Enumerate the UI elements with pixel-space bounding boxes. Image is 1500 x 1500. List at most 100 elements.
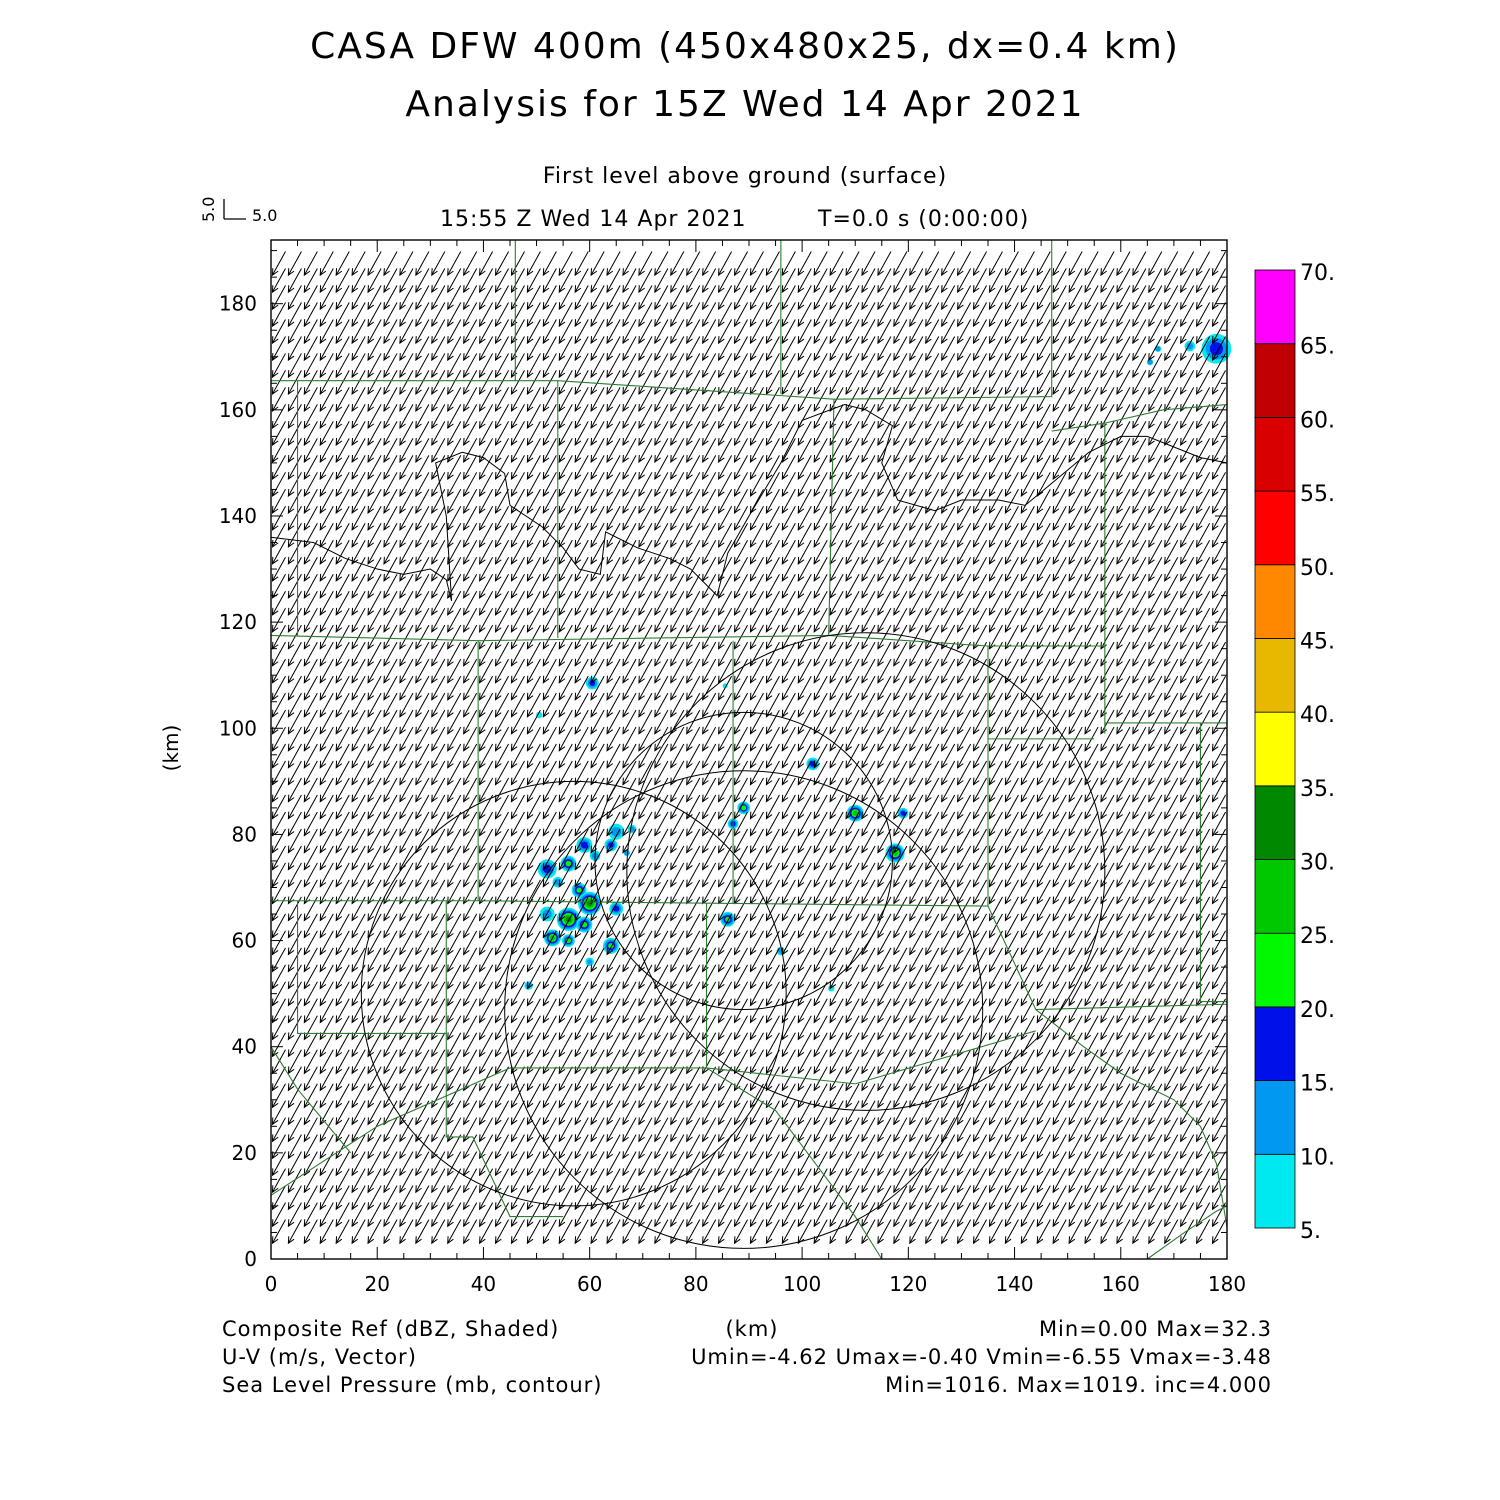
wind-vector	[271, 743, 286, 769]
wind-vector	[287, 709, 302, 735]
wind-vector	[271, 658, 286, 684]
wind-vector	[287, 268, 302, 294]
wind-vector	[287, 319, 302, 345]
wind-vector	[319, 1049, 334, 1075]
reflectivity-contour	[1209, 342, 1223, 356]
wind-vector	[303, 489, 318, 514]
wind-vector	[287, 1049, 302, 1075]
wind-vector	[287, 370, 302, 396]
wind-vector	[335, 658, 350, 684]
wind-vector	[287, 675, 302, 701]
wind-vector	[287, 998, 302, 1024]
wind-vector	[319, 404, 334, 430]
wind-vector	[303, 777, 318, 803]
ref-vector-v-label: 5.0	[199, 197, 218, 222]
wind-vector	[287, 726, 302, 752]
wind-vector	[335, 1100, 350, 1126]
wind-vector	[303, 1032, 318, 1058]
wind-vector	[287, 743, 302, 769]
wind-vector	[319, 319, 334, 345]
wind-vector	[319, 658, 334, 684]
reflectivity-contour	[722, 683, 728, 689]
wind-vector	[303, 607, 318, 633]
wind-vector	[319, 353, 334, 379]
reflectivity-cell	[885, 843, 905, 863]
wind-vector	[287, 489, 302, 514]
wind-vector	[319, 641, 334, 667]
wind-vector	[335, 590, 350, 616]
wind-vector	[271, 540, 286, 565]
footer-field-2: U-V (m/s, Vector)	[222, 1345, 417, 1369]
wind-vector	[319, 387, 334, 413]
reflectivity-contour	[536, 711, 543, 719]
wind-vector	[319, 540, 334, 565]
wind-vector	[335, 794, 350, 820]
colorbar-segment	[1254, 490, 1296, 566]
colorbar-label: 45.	[1300, 629, 1335, 654]
wind-vector	[303, 590, 318, 616]
wind-vector	[319, 268, 334, 294]
wind-vector	[287, 387, 302, 413]
wind-vector	[335, 1134, 350, 1160]
wind-vector	[335, 540, 350, 565]
wind-vector	[335, 506, 350, 531]
wind-vector	[335, 862, 350, 888]
wind-vector	[271, 726, 286, 752]
reflectivity-cell	[623, 849, 631, 857]
wind-vector	[271, 1117, 286, 1143]
wind-vector	[303, 1100, 318, 1126]
wind-vector	[303, 981, 318, 1007]
wind-vector	[287, 285, 302, 311]
wind-vector	[319, 1134, 334, 1160]
colorbar: 5. 10. 15. 20. 25. 30. 35. 40. 45. 50. 55. 60. 65. 70…	[1254, 261, 1335, 1244]
wind-vector	[287, 540, 302, 565]
wind-vector	[335, 421, 350, 447]
wind-vector	[303, 506, 318, 531]
wind-vector	[335, 523, 350, 548]
wind-vector	[287, 523, 302, 548]
wind-vector	[303, 438, 318, 463]
wind-vector	[287, 1083, 302, 1109]
wind-vector	[303, 998, 318, 1024]
wind-vector	[287, 1202, 302, 1228]
wind-vector	[271, 319, 286, 345]
wind-vector	[303, 658, 318, 684]
wind-vector	[303, 1066, 318, 1092]
colorbar-segment	[1254, 1153, 1296, 1229]
wind-vector	[271, 692, 286, 718]
wind-vector	[319, 251, 334, 277]
wind-vector	[271, 302, 286, 328]
reflectivity-layer	[524, 333, 1232, 992]
x-tick-label: 40	[471, 1272, 496, 1296]
wind-vector	[287, 794, 302, 820]
wind-vector	[271, 1202, 286, 1228]
wind-vector	[319, 709, 334, 735]
wind-vector	[319, 828, 334, 854]
wind-vector	[303, 268, 318, 294]
wind-vector	[335, 828, 350, 854]
wind-vector	[335, 1151, 350, 1177]
wind-vector	[303, 285, 318, 311]
wind-vector	[271, 353, 286, 379]
wind-vector	[319, 675, 334, 701]
wind-vector	[271, 1219, 286, 1245]
wind-vector	[271, 590, 286, 616]
chart-title: CASA DFW 400m (450x480x25, dx=0.4 km)	[310, 26, 1180, 67]
wind-vector	[303, 641, 318, 667]
wind-vector	[319, 370, 334, 396]
colorbar-label: 15.	[1300, 1072, 1335, 1097]
wind-vector	[303, 523, 318, 548]
wind-vector	[319, 930, 334, 956]
wind-vector	[271, 336, 286, 362]
reflectivity-cell	[608, 823, 625, 840]
y-tick-label: 20	[232, 1141, 257, 1165]
y-tick-label: 120	[219, 610, 257, 634]
wind-vector	[271, 268, 286, 294]
wind-vector	[335, 811, 350, 837]
wind-vector	[271, 1185, 286, 1211]
wind-vector	[319, 692, 334, 718]
reflectivity-cell	[577, 891, 602, 916]
wind-vector	[335, 1049, 350, 1075]
y-tick-label: 140	[219, 504, 257, 528]
colorbar-segment	[1254, 932, 1296, 1008]
